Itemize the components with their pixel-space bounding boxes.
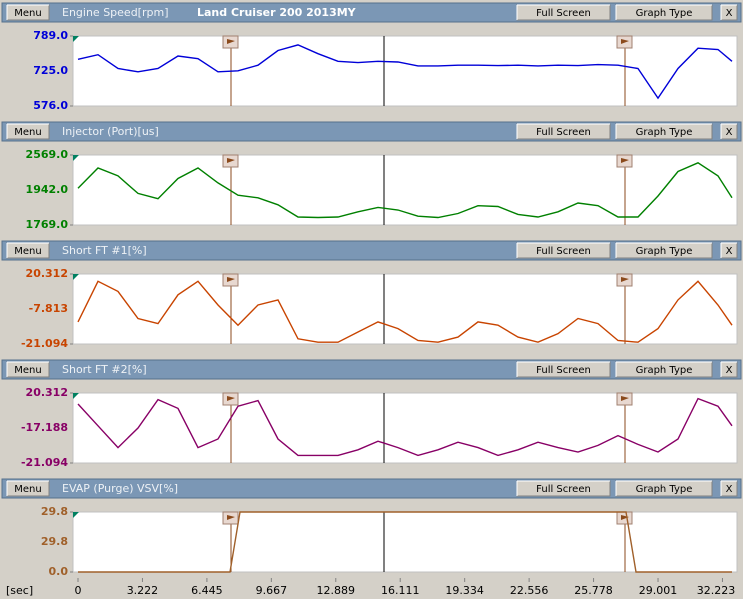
window-title: Land Cruiser 200 2013MY (197, 6, 357, 19)
cursor-flag-icon (227, 39, 235, 44)
y-tick-label: 20.312 (26, 267, 68, 280)
plot-corner-marker (73, 512, 79, 518)
graph-type-button-label[interactable]: Graph Type (636, 246, 693, 257)
panel-title: Short FT #2[%] (62, 363, 147, 376)
plot-area (72, 392, 738, 464)
full-screen-button-label[interactable]: Full Screen (536, 484, 591, 495)
cursor-flag-icon (621, 515, 629, 520)
full-screen-button-label[interactable]: Full Screen (536, 365, 591, 376)
y-tick-label: 789.0 (33, 29, 68, 42)
graph-type-button-label[interactable]: Graph Type (636, 8, 693, 19)
data-line (77, 397, 733, 457)
cursor-flag-icon (621, 39, 629, 44)
panel-title: Injector (Port)[us] (62, 125, 159, 138)
cursor-value: 29.8 (41, 535, 68, 548)
x-tick-label: 32.223 (697, 584, 736, 597)
x-tick-label: 19.334 (445, 584, 484, 597)
y-tick-label: -21.094 (21, 337, 68, 350)
close-button-label[interactable]: X (726, 246, 733, 257)
cursor-value: 1942.0 (26, 183, 69, 196)
data-line (77, 162, 733, 219)
close-button-label[interactable]: X (726, 127, 733, 138)
y-tick-label: 576.0 (33, 99, 68, 112)
y-tick-label: 1769.0 (26, 218, 69, 231)
x-axis-label: [sec] (6, 584, 33, 597)
y-tick-label: -21.094 (21, 456, 68, 469)
cursor-value: 725.0 (33, 64, 68, 77)
y-tick-label: 0.0 (49, 565, 69, 578)
graph-type-button-label[interactable]: Graph Type (636, 484, 693, 495)
menu-button-label[interactable]: Menu (14, 246, 41, 257)
plot-corner-marker (73, 155, 79, 161)
x-tick-label: 12.889 (317, 584, 356, 597)
y-tick-label: 29.8 (41, 505, 68, 518)
panel-title: EVAP (Purge) VSV[%] (62, 482, 178, 495)
plot-area (72, 154, 738, 226)
plot-corner-marker (73, 274, 79, 280)
menu-button-label[interactable]: Menu (14, 365, 41, 376)
x-tick-label: 3.222 (127, 584, 159, 597)
cursor-flag-icon (621, 158, 629, 163)
full-screen-button-label[interactable]: Full Screen (536, 8, 591, 19)
cursor-flag-icon (227, 277, 235, 282)
menu-button-label[interactable]: Menu (14, 127, 41, 138)
data-line (77, 280, 733, 343)
data-line (78, 511, 732, 573)
data-line (77, 44, 733, 100)
full-screen-button-label[interactable]: Full Screen (536, 127, 591, 138)
x-tick-label: 25.778 (574, 584, 613, 597)
full-screen-button-label[interactable]: Full Screen (536, 246, 591, 257)
cursor-value: -7.813 (29, 302, 68, 315)
panel-title: Short FT #1[%] (62, 244, 147, 257)
x-tick-label: 9.667 (256, 584, 288, 597)
menu-button-label[interactable]: Menu (14, 484, 41, 495)
x-tick-label: 6.445 (191, 584, 223, 597)
x-tick-label: 22.556 (510, 584, 549, 597)
plot-corner-marker (73, 36, 79, 42)
graph-type-button-label[interactable]: Graph Type (636, 365, 693, 376)
y-tick-label: 20.312 (26, 386, 68, 399)
cursor-value: -17.188 (21, 421, 68, 434)
panel-title: Engine Speed[rpm] (62, 6, 168, 19)
cursor-flag-icon (227, 158, 235, 163)
close-button-label[interactable]: X (726, 8, 733, 19)
cursor-flag-icon (621, 277, 629, 282)
graph-type-button-label[interactable]: Graph Type (636, 127, 693, 138)
close-button-label[interactable]: X (726, 484, 733, 495)
y-tick-label: 2569.0 (26, 148, 69, 161)
cursor-flag-icon (227, 396, 235, 401)
cursor-flag-icon (621, 396, 629, 401)
plot-area (72, 511, 738, 573)
menu-button-label[interactable]: Menu (14, 8, 41, 19)
x-tick-label: 0 (75, 584, 82, 597)
plot-corner-marker (73, 393, 79, 399)
cursor-flag-icon (227, 515, 235, 520)
plot-area (72, 35, 738, 107)
x-tick-label: 16.111 (381, 584, 420, 597)
x-tick-label: 29.001 (639, 584, 678, 597)
close-button-label[interactable]: X (726, 365, 733, 376)
